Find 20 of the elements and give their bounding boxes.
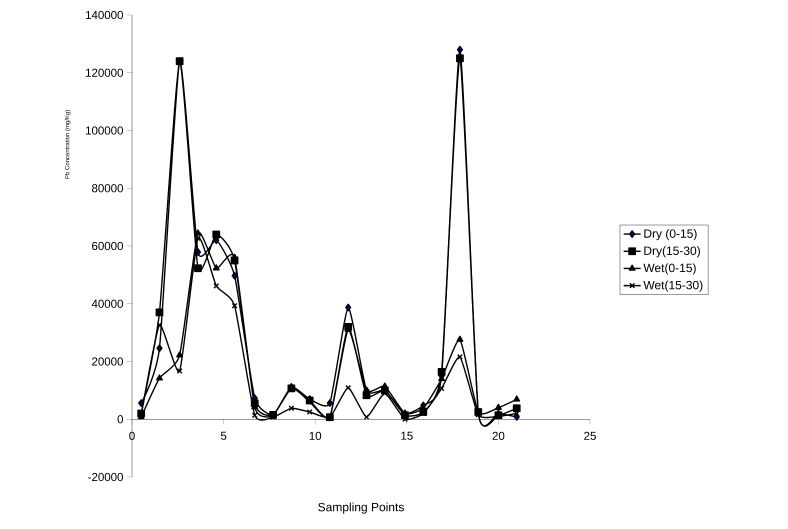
y-tick-label: 60000: [92, 242, 124, 250]
x-tick-label: 20: [492, 432, 504, 440]
y-tick-label: -20000: [88, 472, 124, 482]
legend-label: Dry (0-15): [644, 228, 697, 240]
y-tick-label: 100000: [86, 126, 124, 135]
x-axis-title: Sampling Points: [318, 502, 404, 514]
y-tick-label: 20000: [92, 357, 124, 366]
legend-label: Wet(0-15): [643, 263, 696, 275]
x-tick-label: 0: [129, 432, 135, 440]
x-tick-label: 5: [220, 432, 226, 440]
y-tick-label: 40000: [92, 300, 124, 308]
y-tick-label: 120000: [86, 68, 124, 77]
x-tick-label: 15: [401, 432, 413, 440]
y-tick-label: 80000: [92, 184, 124, 192]
x-tick-label: 10: [310, 432, 322, 440]
y-tick-label: 140000: [86, 10, 124, 20]
x-tick-label: 25: [584, 432, 596, 440]
legend-label: Wet(15-30): [643, 280, 702, 292]
legend-label: Dry(15-30): [644, 246, 700, 258]
y-tick-label: 0: [118, 415, 124, 424]
